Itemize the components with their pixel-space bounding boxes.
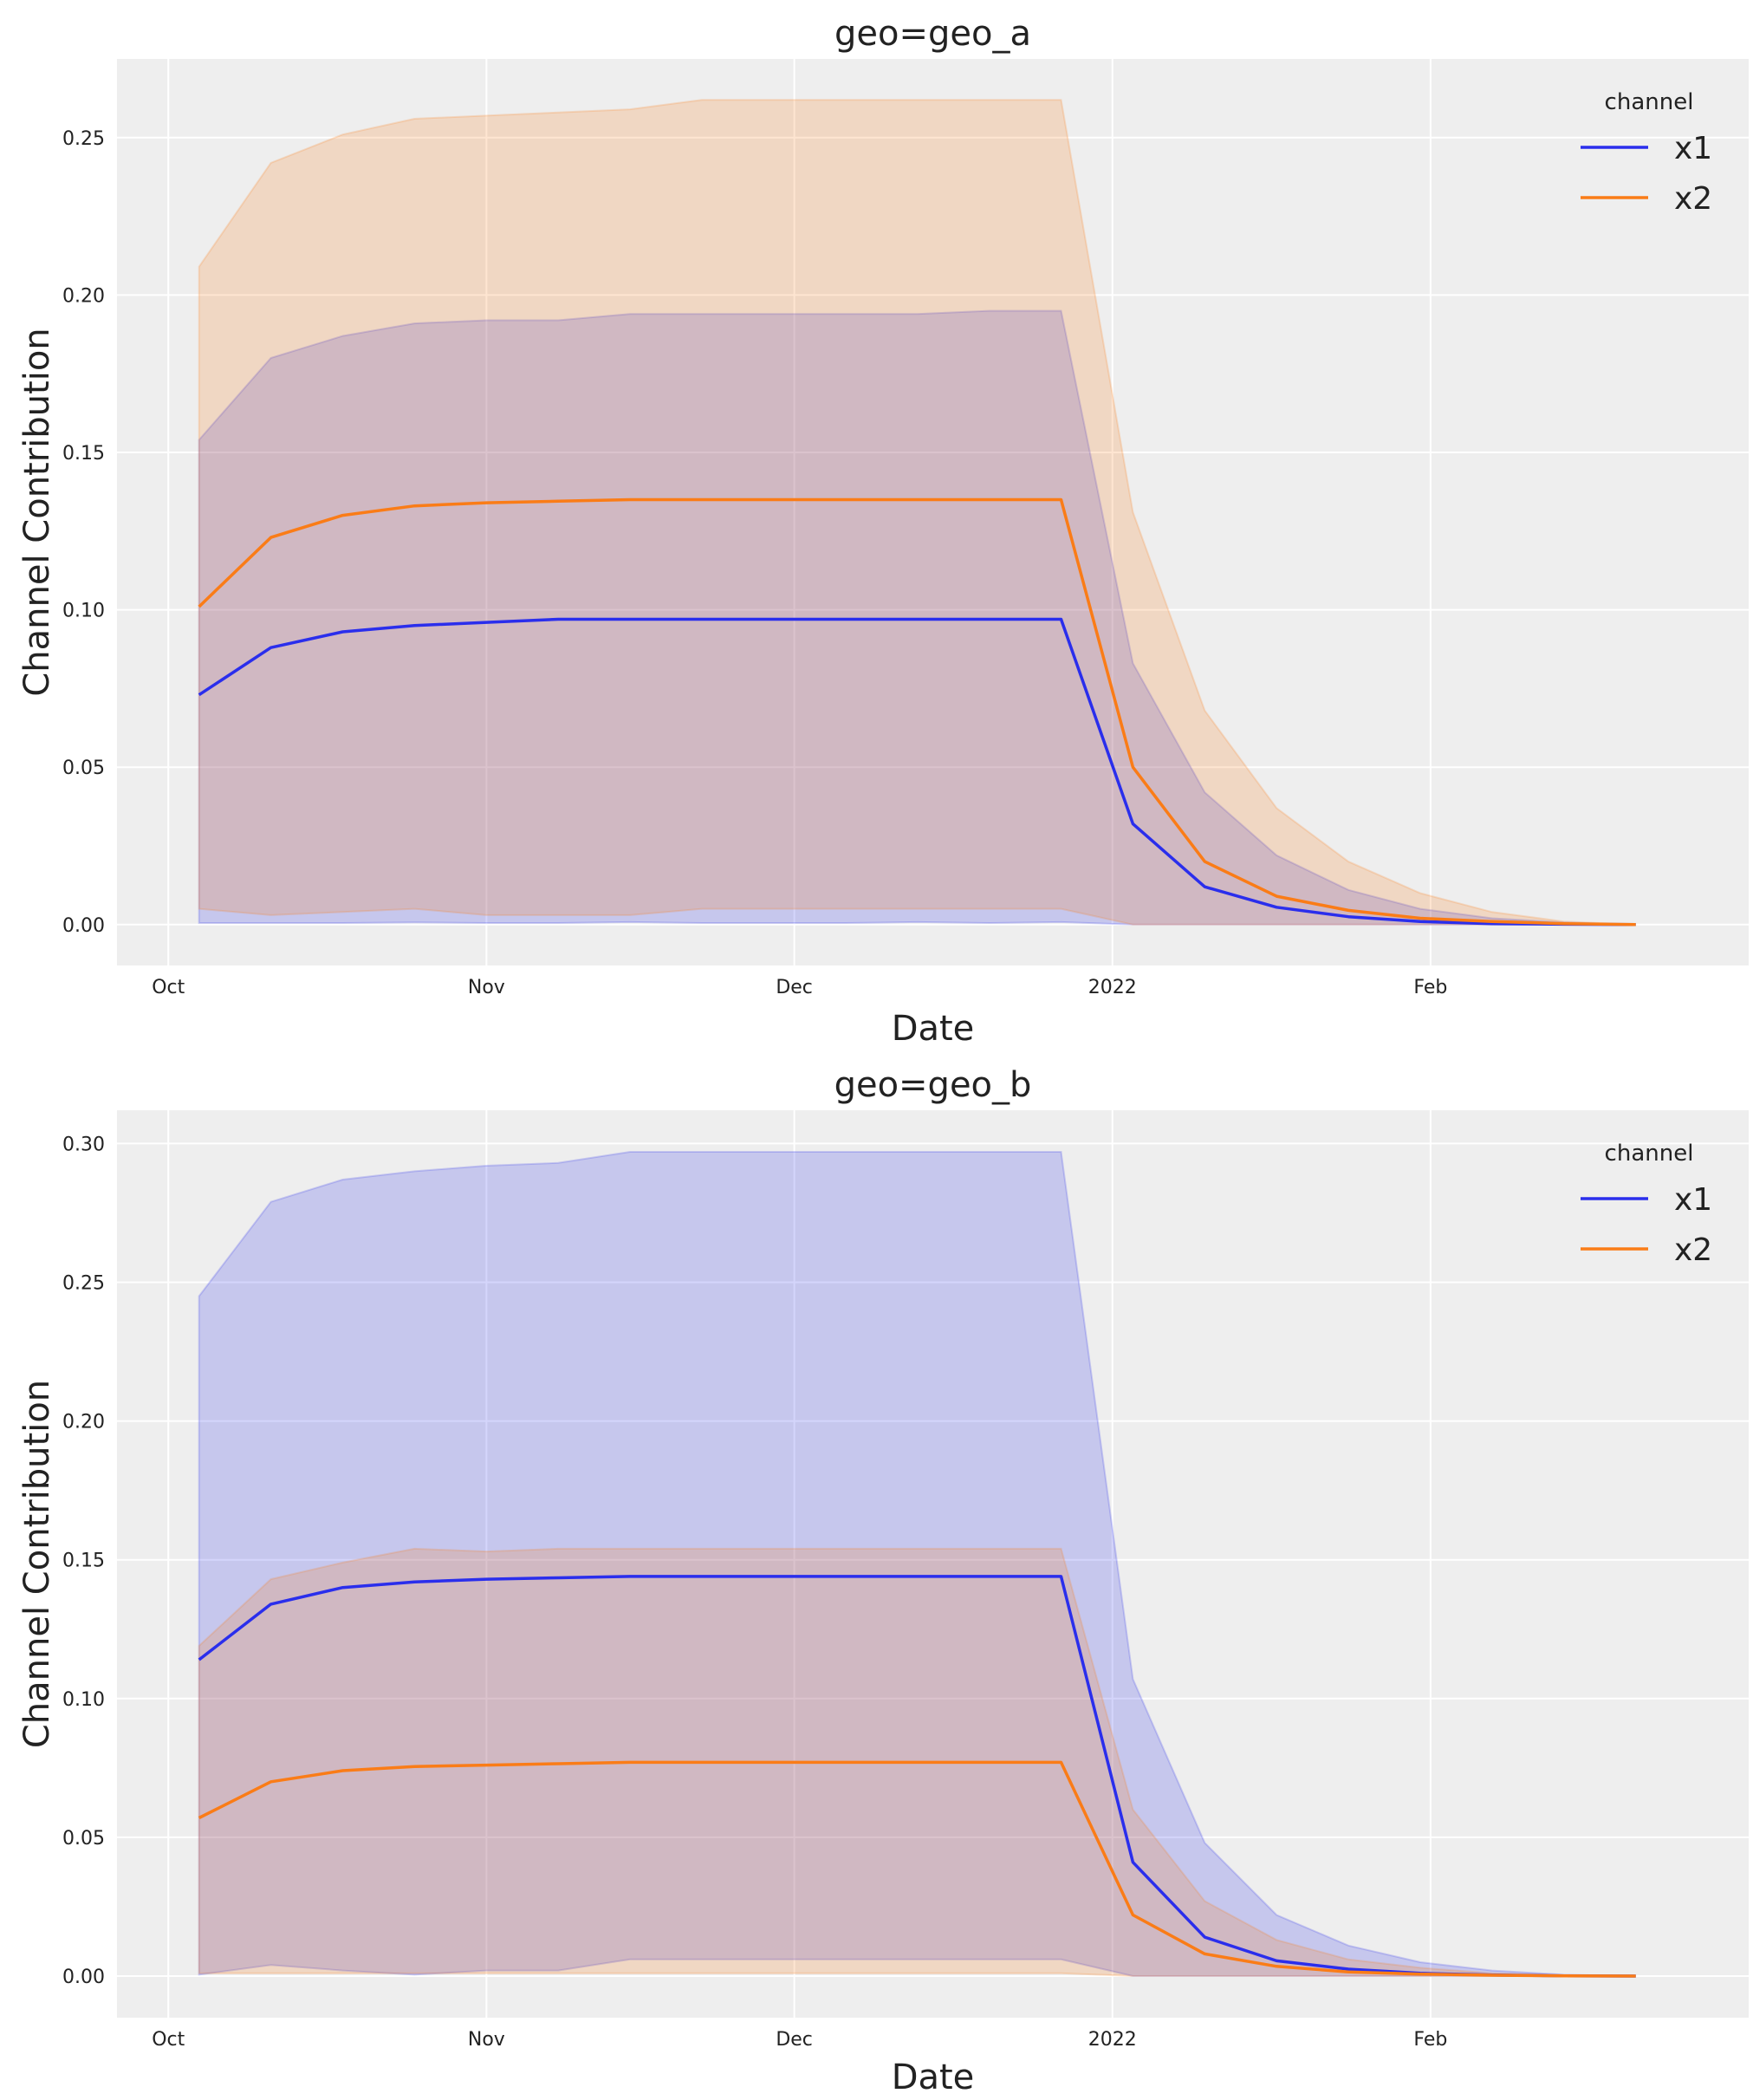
y-tick-label: 0.25 [62, 128, 105, 150]
x-tick-label: Dec [776, 2029, 813, 2051]
mean-line-x1 [198, 617, 1636, 926]
y-tick-label: 0.00 [62, 1967, 105, 1988]
y-tick-label: 0.30 [62, 1134, 105, 1155]
x-axis-label: Date [892, 2058, 975, 2097]
legend-title: channel [1605, 89, 1694, 115]
x-tick-label: Oct [152, 977, 185, 998]
legend: channel x1 x2 [1581, 89, 1712, 217]
chart-title: geo=geo_b [834, 1065, 1032, 1105]
legend-label-x2: x2 [1674, 181, 1712, 217]
legend-label-x2: x2 [1674, 1232, 1712, 1268]
y-tick-label: 0.20 [62, 285, 105, 307]
x-tick-label: Nov [468, 2029, 505, 2051]
mean-line-x2 [198, 1760, 1636, 1978]
y-tick-label: 0.10 [62, 1689, 105, 1711]
chart-title: geo=geo_a [834, 14, 1031, 54]
plot-area [117, 1110, 1749, 2018]
x-tick-label: Dec [776, 977, 813, 998]
legend-label-x1: x1 [1674, 131, 1712, 166]
x-tick-label: 2022 [1088, 2029, 1137, 2051]
y-tick-label: 0.25 [62, 1273, 105, 1295]
mean-line-x2 [198, 497, 1636, 926]
y-tick-label: 0.20 [62, 1412, 105, 1434]
y-tick-label: 0.05 [62, 757, 105, 779]
legend-label-x1: x1 [1674, 1182, 1712, 1218]
legend: channel x1 x2 [1581, 1141, 1712, 1268]
y-tick-label: 0.00 [62, 915, 105, 937]
x-tick-label: Nov [468, 977, 505, 998]
y-tick-label: 0.15 [62, 443, 105, 465]
y-tick-label: 0.10 [62, 601, 105, 622]
x-tick-label: 2022 [1088, 977, 1137, 998]
y-axis-label: Channel Contribution [17, 1380, 57, 1748]
y-axis-label: Channel Contribution [17, 328, 57, 696]
x-tick-label: Feb [1413, 977, 1447, 998]
x-axis-label: Date [892, 1009, 975, 1049]
panel-2: 0.00 0.05 0.10 0.15 0.20 0.25 0.30 Oct Nov Dec 202… [17, 1065, 1749, 2097]
y-tick-label: 0.05 [62, 1828, 105, 1850]
y-tick-label: 0.15 [62, 1551, 105, 1572]
panel-1: 0.00 0.05 0.10 0.15 0.20 0.25 Oct Nov Dec 2022 Feb… [17, 14, 1749, 1049]
x-tick-label: Oct [152, 2029, 185, 2051]
legend-title: channel [1605, 1141, 1694, 1167]
x-tick-label: Feb [1413, 2029, 1447, 2051]
plot-area [117, 59, 1749, 965]
